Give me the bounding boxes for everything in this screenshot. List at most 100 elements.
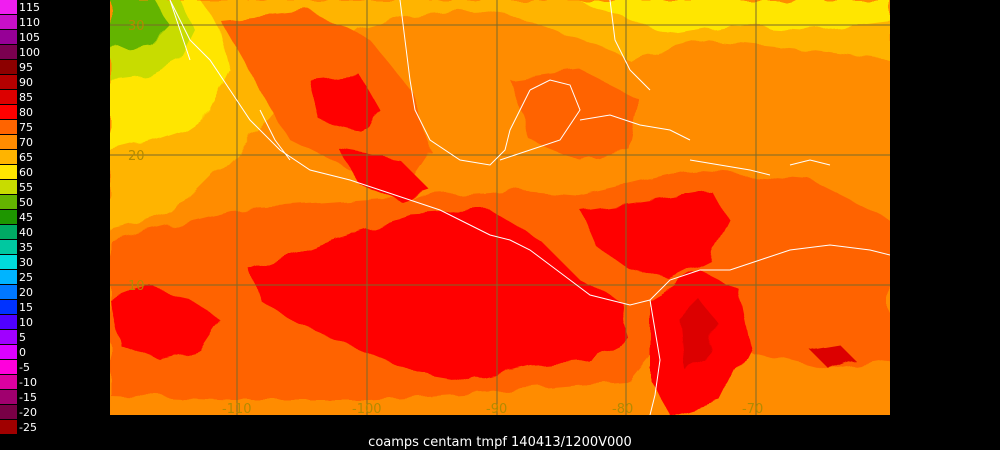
legend-item: 30 bbox=[0, 255, 60, 270]
lon-label-90: -90 bbox=[486, 402, 507, 415]
legend-swatch bbox=[0, 405, 17, 419]
legend-item: 55 bbox=[0, 180, 60, 195]
legend-label: 25 bbox=[19, 271, 33, 284]
legend-item: -15 bbox=[0, 390, 60, 405]
temperature-map: 30 20 10 -110 -100 -90 -80 -70 bbox=[110, 0, 890, 415]
legend-label: 40 bbox=[19, 226, 33, 239]
legend-item: 80 bbox=[0, 105, 60, 120]
legend-swatch bbox=[0, 165, 17, 179]
legend-label: 15 bbox=[19, 301, 33, 314]
legend-swatch bbox=[0, 75, 17, 89]
legend-swatch bbox=[0, 255, 17, 269]
legend-item: 90 bbox=[0, 75, 60, 90]
legend-label: 75 bbox=[19, 121, 33, 134]
legend-swatch bbox=[0, 150, 17, 164]
field-85-colombia bbox=[680, 300, 715, 370]
legend-swatch bbox=[0, 60, 17, 74]
legend-swatch bbox=[0, 375, 17, 389]
lon-label-110: -110 bbox=[222, 402, 252, 415]
legend-label: 100 bbox=[19, 46, 40, 59]
legend-swatch bbox=[0, 270, 17, 284]
legend-item: 50 bbox=[0, 195, 60, 210]
lat-labels: 30 20 10 bbox=[128, 19, 145, 294]
legend-item: 5 bbox=[0, 330, 60, 345]
legend-swatch bbox=[0, 90, 17, 104]
legend-swatch bbox=[0, 180, 17, 194]
legend-label: 55 bbox=[19, 181, 33, 194]
lat-label-10: 10 bbox=[128, 279, 145, 294]
legend-swatch bbox=[0, 135, 17, 149]
legend-item: 105 bbox=[0, 30, 60, 45]
legend-item: 60 bbox=[0, 165, 60, 180]
legend-label: 0 bbox=[19, 346, 26, 359]
field-75-gulf bbox=[510, 70, 640, 160]
legend-item: 0 bbox=[0, 345, 60, 360]
field-80-mexico bbox=[310, 75, 380, 130]
legend-swatch bbox=[0, 15, 17, 29]
legend-label: 20 bbox=[19, 286, 33, 299]
legend-item: 70 bbox=[0, 135, 60, 150]
legend-swatch bbox=[0, 225, 17, 239]
legend-swatch bbox=[0, 330, 17, 344]
field-85-venezuela bbox=[810, 345, 855, 370]
graticule bbox=[110, 0, 890, 415]
legend-swatch bbox=[0, 45, 17, 59]
legend-swatch bbox=[0, 315, 17, 329]
lon-label-70: -70 bbox=[742, 402, 763, 415]
legend-item: 45 bbox=[0, 210, 60, 225]
field-80-caribbean bbox=[580, 190, 730, 280]
legend-label: 35 bbox=[19, 241, 33, 254]
legend-label: 30 bbox=[19, 256, 33, 269]
legend-label: -25 bbox=[19, 421, 37, 434]
legend-label: 70 bbox=[19, 136, 33, 149]
coastlines bbox=[169, 0, 890, 415]
legend-label: -15 bbox=[19, 391, 37, 404]
legend-item: 40 bbox=[0, 225, 60, 240]
legend-item: 10 bbox=[0, 315, 60, 330]
legend-label: -20 bbox=[19, 406, 37, 419]
legend-item: 100 bbox=[0, 45, 60, 60]
legend-swatch bbox=[0, 360, 17, 374]
legend-label: 45 bbox=[19, 211, 33, 224]
legend-swatch bbox=[0, 420, 17, 434]
legend-swatch bbox=[0, 105, 17, 119]
legend-label: 65 bbox=[19, 151, 33, 164]
map-caption: coamps centam tmpf 140413/1200V000 bbox=[368, 435, 632, 450]
lon-label-100: -100 bbox=[352, 402, 382, 415]
legend-item: -10 bbox=[0, 375, 60, 390]
legend-item: 35 bbox=[0, 240, 60, 255]
lat-label-20: 20 bbox=[128, 149, 145, 164]
lon-labels: -110 -100 -90 -80 -70 bbox=[222, 402, 763, 415]
legend-label: 105 bbox=[19, 31, 40, 44]
legend-swatch bbox=[0, 300, 17, 314]
legend-item: 65 bbox=[0, 150, 60, 165]
legend-item: 110 bbox=[0, 15, 60, 30]
legend-swatch bbox=[0, 285, 17, 299]
legend-label: 10 bbox=[19, 316, 33, 329]
legend-swatch bbox=[0, 390, 17, 404]
legend-label: 5 bbox=[19, 331, 26, 344]
legend-label: 80 bbox=[19, 106, 33, 119]
legend-swatch bbox=[0, 240, 17, 254]
field-60-east bbox=[580, 0, 890, 35]
legend-item: 75 bbox=[0, 120, 60, 135]
legend-label: 90 bbox=[19, 76, 33, 89]
field-80-south-mexico bbox=[340, 150, 430, 200]
legend-item: 95 bbox=[0, 60, 60, 75]
legend-swatch bbox=[0, 120, 17, 134]
legend-item: 85 bbox=[0, 90, 60, 105]
field-80-pacific bbox=[250, 210, 630, 380]
legend-swatch bbox=[0, 30, 17, 44]
legend-item: 115 bbox=[0, 0, 60, 15]
color-legend: 115 110 105 100 95 90 85 80 75 70 65 60 55 50 45 40 35 30… bbox=[0, 0, 60, 450]
legend-label: 85 bbox=[19, 91, 33, 104]
legend-label: 60 bbox=[19, 166, 33, 179]
legend-label: 95 bbox=[19, 61, 33, 74]
legend-item: 25 bbox=[0, 270, 60, 285]
legend-label: -5 bbox=[19, 361, 30, 374]
legend-label: 50 bbox=[19, 196, 33, 209]
field-80-pacific-west bbox=[110, 285, 220, 360]
legend-label: 110 bbox=[19, 16, 40, 29]
legend-item: 20 bbox=[0, 285, 60, 300]
legend-swatch bbox=[0, 210, 17, 224]
